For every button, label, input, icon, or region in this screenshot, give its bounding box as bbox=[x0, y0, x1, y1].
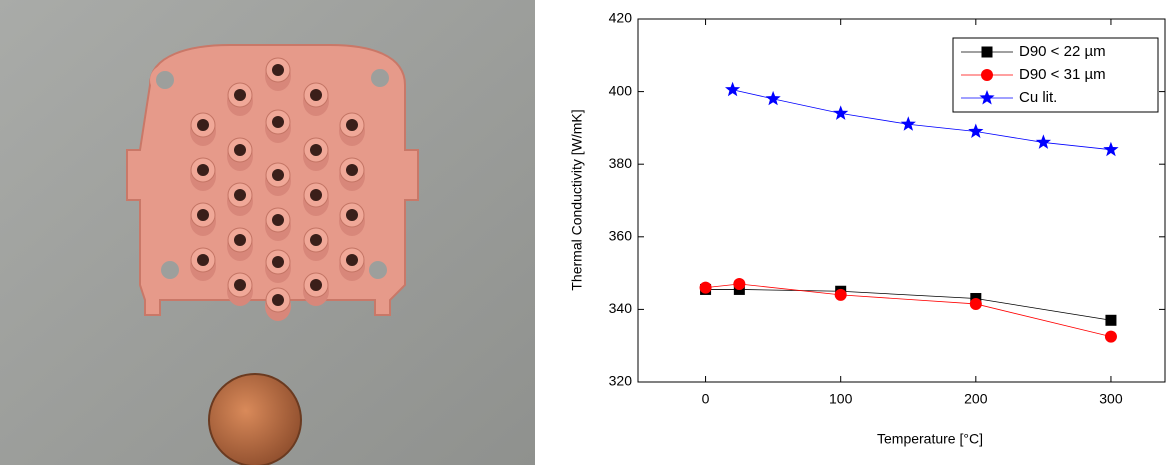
tube-hole bbox=[234, 234, 246, 246]
photo bbox=[0, 0, 535, 465]
marker bbox=[1105, 315, 1116, 326]
series-line bbox=[706, 289, 1111, 320]
marker bbox=[700, 282, 712, 294]
marker bbox=[766, 91, 781, 105]
tube-hole bbox=[197, 209, 209, 221]
y-tick-label: 400 bbox=[609, 82, 633, 98]
marker bbox=[733, 278, 745, 290]
tube-hole bbox=[272, 256, 284, 268]
tube-hole bbox=[234, 279, 246, 291]
tube-hole bbox=[346, 164, 358, 176]
y-axis-label: Thermal Conductivity [W/mK] bbox=[569, 109, 585, 290]
marker bbox=[833, 105, 848, 120]
tube-hole bbox=[310, 189, 322, 201]
marker bbox=[1105, 331, 1117, 343]
x-axis-label: Temperature [°C] bbox=[877, 431, 983, 447]
tube-hole bbox=[310, 144, 322, 156]
marker bbox=[968, 124, 983, 139]
tube-hole bbox=[234, 89, 246, 101]
tube-hole bbox=[272, 294, 284, 306]
marker bbox=[970, 298, 982, 310]
tube-hole bbox=[346, 254, 358, 266]
tube-hole bbox=[272, 116, 284, 128]
marker bbox=[725, 82, 740, 97]
legend-marker bbox=[981, 69, 993, 81]
tube-hole bbox=[346, 209, 358, 221]
legend-marker bbox=[982, 47, 993, 58]
marker bbox=[1103, 142, 1118, 157]
tube-hole bbox=[234, 144, 246, 156]
legend-label: D90 < 31 µm bbox=[1019, 66, 1106, 83]
tube-hole bbox=[310, 89, 322, 101]
y-tick-label: 420 bbox=[609, 10, 633, 26]
tube-hole bbox=[197, 254, 209, 266]
tube-hole bbox=[346, 119, 358, 131]
legend-label: Cu lit. bbox=[1019, 89, 1057, 106]
y-tick-label: 340 bbox=[609, 300, 633, 316]
chart: Temperature [°C] Thermal Conductivity [W… bbox=[569, 10, 1165, 447]
legend-label: D90 < 22 µm bbox=[1019, 43, 1106, 60]
tube-hole bbox=[234, 189, 246, 201]
tube-hole bbox=[310, 279, 322, 291]
x-tick-label: 200 bbox=[964, 391, 988, 407]
x-tick-label: 100 bbox=[829, 391, 853, 407]
marker bbox=[835, 289, 847, 301]
tube-hole bbox=[272, 64, 284, 76]
x-tick-label: 300 bbox=[1099, 391, 1123, 407]
marker bbox=[901, 116, 916, 130]
y-tick-label: 320 bbox=[609, 373, 633, 389]
y-tick-label: 360 bbox=[609, 228, 633, 244]
tube-hole bbox=[197, 164, 209, 176]
tube-hole bbox=[197, 119, 209, 131]
x-tick-label: 0 bbox=[702, 391, 710, 407]
tube-hole bbox=[272, 214, 284, 226]
tube-hole bbox=[310, 234, 322, 246]
tube-hole bbox=[272, 169, 284, 181]
marker bbox=[1036, 134, 1051, 149]
y-tick-label: 380 bbox=[609, 155, 633, 171]
page: Temperature [°C] Thermal Conductivity [W… bbox=[0, 0, 1170, 465]
